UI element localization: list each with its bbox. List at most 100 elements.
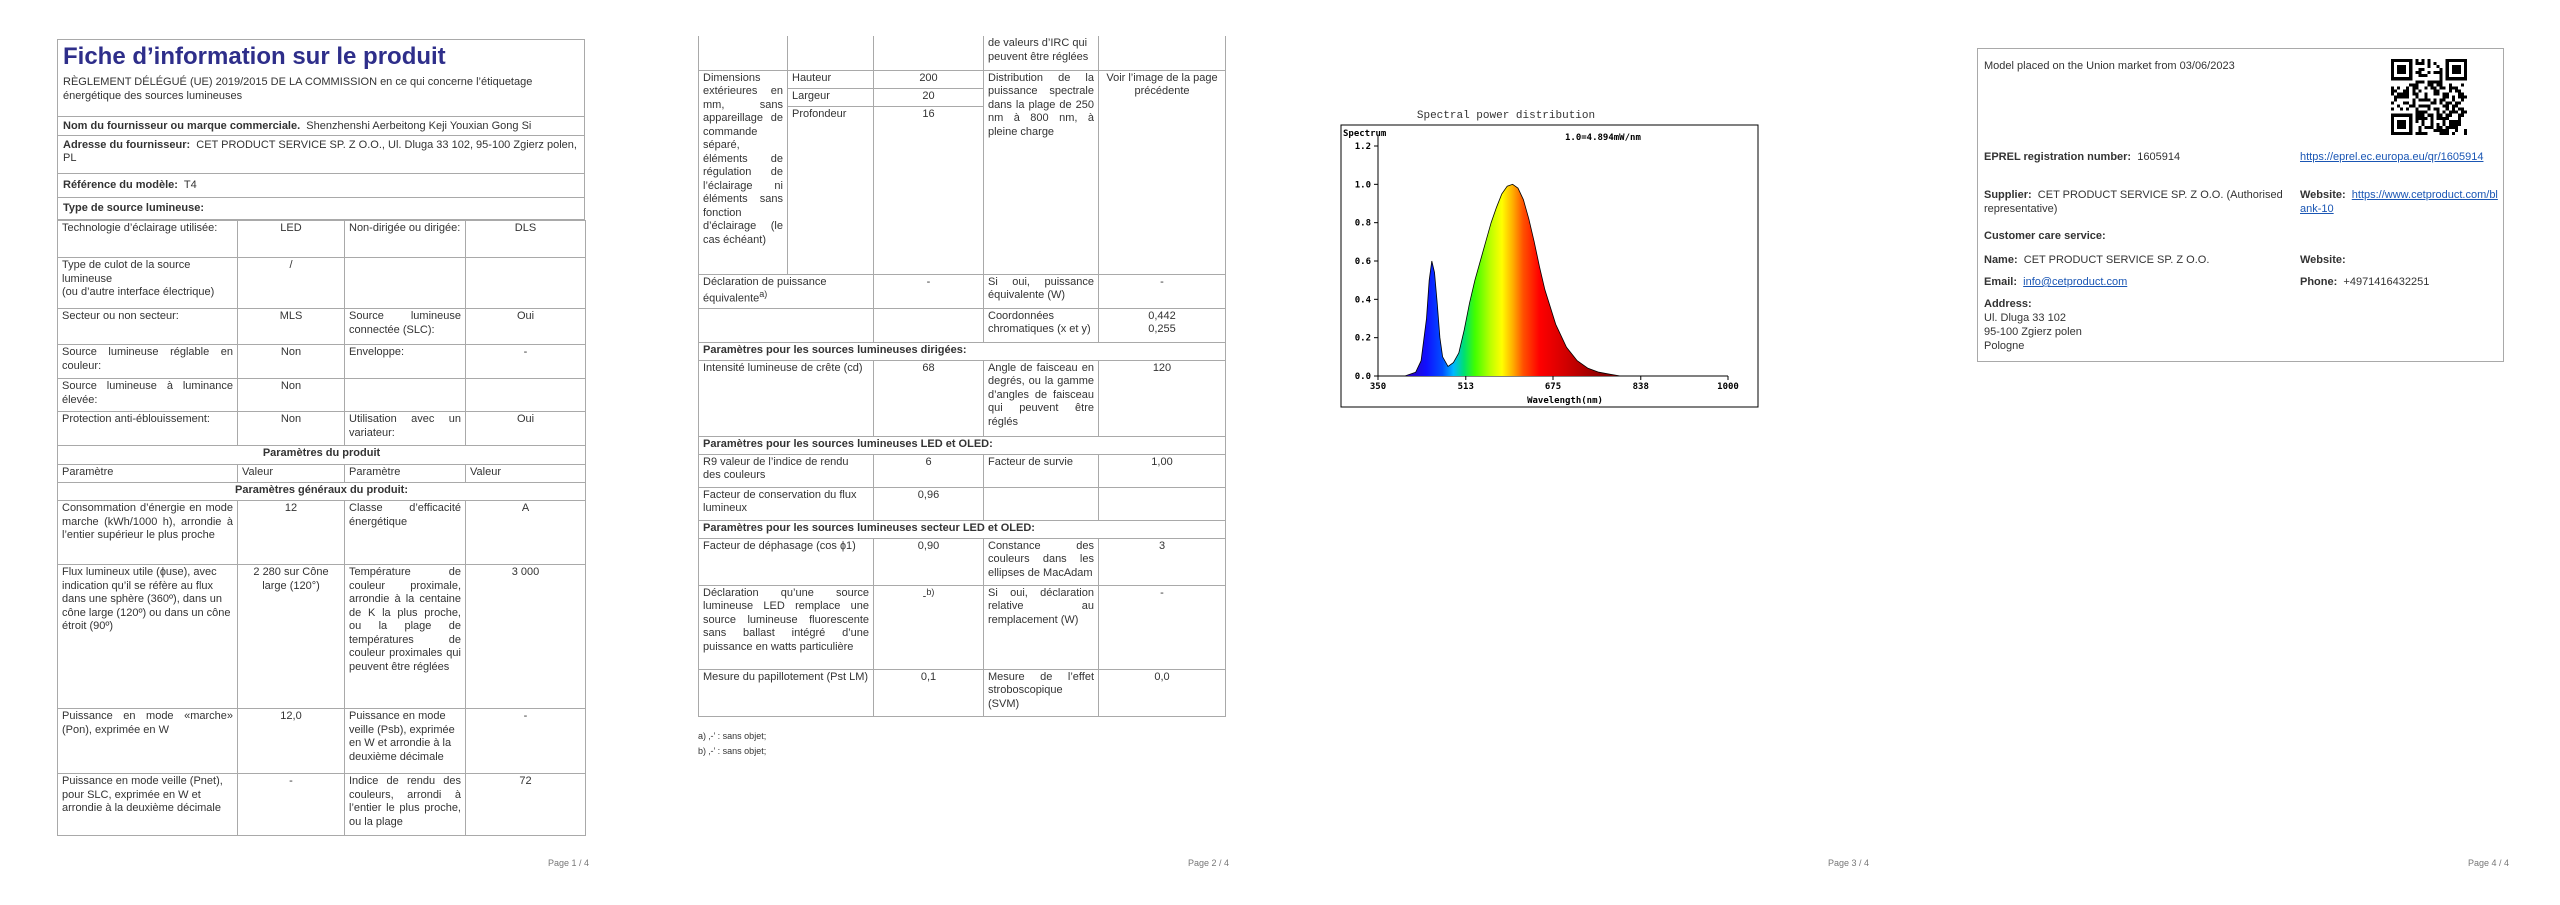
reg-label: EPREL registration number: — [1984, 151, 2132, 163]
spectrum-line — [1378, 183, 1621, 377]
website-link[interactable]: https://www.cetproduct.com/blank-10 — [2300, 189, 2498, 215]
phone-value: +4971416432251 — [2343, 276, 2430, 288]
table-row: de valeurs d’IRC qui peuvent être réglée… — [698, 36, 1226, 71]
x-tick-label: 838 — [1633, 382, 1649, 392]
cell: Consommation d’énergie en mode marche (k… — [57, 500, 238, 565]
table-row: Dimensions extérieures en mm, sans appar… — [698, 69, 1226, 275]
regulation-text: RÈGLEMENT DÉLÉGUÉ (UE) 2019/2015 DE LA C… — [63, 76, 533, 102]
cell: Protection anti-éblouissement: — [57, 411, 238, 446]
cell: 12 — [237, 500, 345, 565]
cell: - — [1098, 273, 1226, 309]
phone-label: Phone: — [2300, 276, 2338, 288]
cell — [344, 378, 466, 412]
cell: 72 — [465, 773, 586, 836]
cell: Non — [237, 411, 345, 446]
page-number: Page 4 / 4 — [2468, 858, 2510, 868]
cell: DLS — [465, 220, 586, 258]
cell: 0,1 — [873, 668, 984, 717]
cell: Hauteur — [787, 69, 874, 89]
supplier-label: Nom du fournisseur ou marque commerciale… — [63, 120, 301, 132]
cell: -b) — [873, 584, 984, 670]
cell: de valeurs d’IRC qui peuvent être réglée… — [983, 36, 1099, 71]
cell: 0,90 — [873, 537, 984, 586]
cell: Largeur — [787, 87, 874, 107]
cell: LED — [237, 220, 345, 258]
cell: Technologie d’éclairage utilisée: — [57, 220, 238, 258]
cell: Flux lumineux utile (ɸuse), avec indicat… — [57, 564, 238, 709]
name-label: Name: — [1984, 254, 2018, 266]
table-row: Facteur de conservation du flux lumineux… — [698, 486, 1226, 521]
col-header-row: Paramètre Valeur Paramètre Valeur — [57, 464, 586, 483]
coord-y: 0,255 — [1148, 323, 1176, 335]
table-row: Intensité lumineuse de crête (cd) 68 Ang… — [698, 359, 1226, 437]
x-tick-label: 675 — [1545, 382, 1561, 392]
cell: Puissance en mode veille (Pnet), pour SL… — [57, 773, 238, 836]
y-tick-label: 0.2 — [1355, 334, 1371, 344]
chart-annotation: 1.0=4.894mW/nm — [1565, 133, 1641, 143]
cell: 0,442 0,255 — [1098, 307, 1226, 343]
page-title: Fiche d’information sur le produit — [63, 43, 446, 70]
col-header: Valeur — [237, 464, 345, 483]
page-4: Model placed on the Union market from 03… — [1920, 0, 2560, 905]
cell: Source lumineuse réglable en couleur: — [57, 344, 238, 379]
table-row: Coordonnées chromatiques (x et y) 0,442 0… — [698, 307, 1226, 343]
general-header-row: Paramètres généraux du produit: — [57, 482, 586, 501]
table-row: Profondeur 16 — [699, 105, 1226, 275]
cell — [873, 36, 984, 71]
type-table: Technologie d’éclairage utilisée: LED No… — [57, 220, 586, 836]
cell: R9 valeur de l’indice de rendu des coule… — [698, 453, 874, 488]
table-row: Type de culot de la source lumineuse (ou… — [57, 257, 586, 309]
supplier-value: CET PRODUCT SERVICE SP. Z O.O. (Authoris… — [1984, 189, 2283, 215]
cell: Indice de rendu des couleurs, arrondi à … — [344, 773, 466, 836]
table-row: Source lumineuse à luminance élevée: Non — [57, 378, 586, 412]
spectrum-area — [1378, 184, 1621, 376]
chart-frame — [1340, 124, 1759, 408]
cell: 3 000 — [465, 564, 586, 709]
x-tick-label: 350 — [1370, 382, 1386, 392]
cell: Classe d’efficacité énergétique — [344, 500, 466, 565]
cell: Coordonnées chromatiques (x et y) — [983, 307, 1099, 343]
cell: - — [873, 273, 984, 309]
cell — [465, 378, 586, 412]
y-tick-label: 0.0 — [1355, 372, 1371, 382]
supplier-value: Shenzhenshi Aerbeitong Keji Youxian Gong… — [306, 120, 532, 132]
cell: Non — [237, 378, 345, 412]
website-row: Website: https://www.cetproduct.com/blan… — [2300, 188, 2500, 216]
supplier-row: Supplier: CET PRODUCT SERVICE SP. Z O.O.… — [1984, 188, 2284, 216]
cell: Source lumineuse à luminance élevée: — [57, 378, 238, 412]
page2-table: de valeurs d’IRC qui peuvent être réglée… — [698, 36, 1226, 717]
cell: 0,96 — [873, 486, 984, 521]
registration-row: EPREL registration number: 1605914 — [1984, 150, 2180, 164]
spectral-label: Distribution de la puissance spectrale d… — [983, 69, 1099, 275]
reg-value: 1605914 — [2137, 151, 2181, 163]
cell: Mesure de l’effet stroboscopique (SVM) — [983, 668, 1099, 717]
cell — [698, 36, 788, 71]
cell: Facteur de conservation du flux lumineux — [698, 486, 874, 521]
cell: 200 — [873, 69, 984, 89]
cell: 68 — [873, 359, 984, 437]
cell: Intensité lumineuse de crête (cd) — [698, 359, 874, 437]
section-header: Paramètres pour les sources lumineuses L… — [698, 435, 1226, 455]
name-value: CET PRODUCT SERVICE SP. Z O.O. — [2023, 254, 2210, 266]
cell: - — [237, 773, 345, 836]
eprel-link[interactable]: https://eprel.ec.europa.eu/qr/1605914 — [2300, 151, 2484, 163]
placed-text: Model placed on the Union market from 03… — [1984, 60, 2235, 72]
y-tick-label: 1.2 — [1355, 142, 1371, 152]
page-1: Fiche d’information sur le produit RÈGLE… — [0, 0, 640, 905]
spectral-value: Voir l’image de la page précédente — [1098, 69, 1226, 275]
address-row: Adresse du fournisseur: CET PRODUCT SERV… — [57, 136, 585, 174]
cell: Facteur de déphasage (cos ɸ1) — [698, 537, 874, 586]
cell: Profondeur — [787, 105, 874, 275]
cell: Si oui, déclaration relative au remplace… — [983, 584, 1099, 670]
cell: Angle de faisceau en degrés, ou la gamme… — [983, 359, 1099, 437]
address-label: Address: — [1984, 298, 2032, 310]
supplier-label: Supplier: — [1984, 189, 2032, 201]
email-link[interactable]: info@cetproduct.com — [2023, 276, 2128, 288]
chart-xlabel: Wavelength(nm) — [1527, 396, 1603, 406]
cell: / — [237, 257, 345, 309]
care-label: Customer care service: — [1984, 230, 2106, 242]
website-label: Website: — [2300, 189, 2346, 201]
cell: Utilisation avec un variateur: — [344, 411, 466, 446]
cell: Type de culot de la source lumineuse (ou… — [57, 257, 238, 309]
footnote-b: b) ‚-’ : sans objet; — [698, 746, 767, 756]
